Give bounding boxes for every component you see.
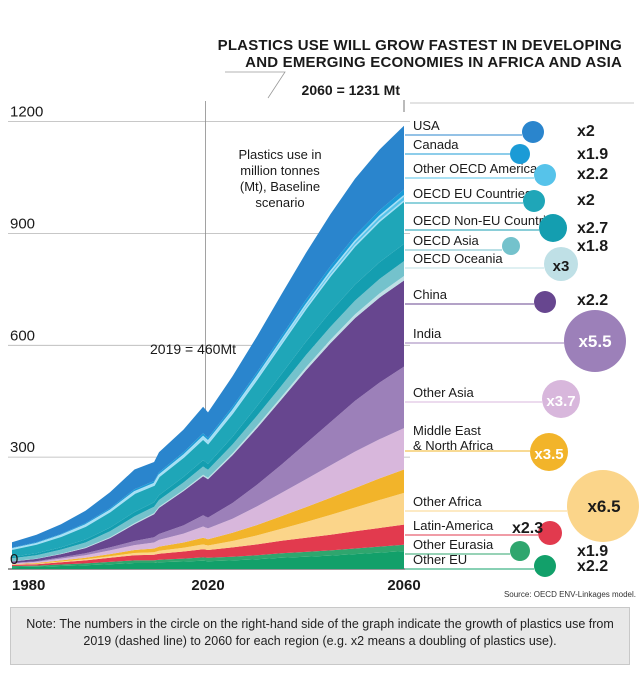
growth-circle [564,310,626,372]
growth-label: x2.3 [512,520,543,537]
growth-circle [534,555,556,577]
y-tick-label: 300 [10,439,35,456]
growth-label: x1.9 [577,543,608,560]
growth-circle [534,164,556,186]
headline-line-1: PLASTICS USE WILL GROW FASTEST IN DEVELO… [217,37,622,54]
area-other-asia [12,428,404,565]
growth-circle [510,541,530,561]
y-tick-label: 1200 [10,104,43,121]
x-tick-label: 2060 [387,577,420,594]
y-tick-label: 600 [10,327,35,344]
chart-inner-label: scenario [255,195,304,210]
headline-line-2: AND EMERGING ECONOMIES IN AFRICA AND ASI… [245,54,622,71]
source-text: Source: OECD ENV-Linkages model. [504,590,636,599]
growth-circle [510,144,530,164]
region-label: Other OECD America [413,161,538,176]
y-tick-label: 0 [10,551,18,568]
region-label: Other Africa [413,494,482,509]
growth-circle [544,247,578,281]
region-label: OECD Asia [413,233,480,248]
region-label: OECD Non-EU Countries [413,213,560,228]
area-china [12,280,404,563]
growth-label: x2.2 [577,292,608,309]
growth-label: x3.5 [534,446,563,463]
region-label: USA [413,118,440,133]
growth-circle [542,380,580,418]
area-latin-america [12,524,404,566]
growth-label: x1.8 [577,238,608,255]
area-usa [12,125,404,548]
growth-circle [538,521,562,545]
region-label: OECD Oceania [413,251,503,266]
growth-circle [567,470,639,542]
x-tick-label: 1980 [12,577,45,594]
region-label: Other Eurasia [413,537,494,552]
headline-callout-line [225,71,286,99]
region-label: & North Africa [413,438,494,453]
area-india [12,366,404,564]
growth-label: x3.7 [546,393,575,410]
annotation-2019: 2019 = 460Mt [150,341,236,357]
growth-label: x1.9 [577,146,608,163]
region-label: India [413,326,442,341]
area-middle-east-north-africa [12,469,404,565]
region-label: Other EU [413,552,467,567]
growth-label: x2 [577,123,595,140]
overlay-layer [11,100,567,570]
x-tick-label: 2020 [191,577,224,594]
note-text: Note: The numbers in the circle on the r… [26,617,614,648]
band-separator [11,200,405,550]
area-other-eu [12,551,404,569]
growth-circle [522,121,544,143]
growth-label: x2 [577,192,595,209]
growth-circle-layer: x2x1.9x2.2x2x2.7x1.8x3x2.2x5.5x3.7x6.5x2… [502,121,639,577]
growth-label: x2.2 [577,558,608,575]
chart-inner-label: (Mt), Baseline [240,179,320,194]
growth-circle [530,433,568,471]
chart-inner-label: million tonnes [240,163,320,178]
growth-label: x6.5 [587,497,620,516]
growth-circle [534,291,556,313]
growth-label: x3 [553,258,570,275]
growth-circle [523,190,545,212]
note-box: Note: The numbers in the circle on the r… [10,607,630,665]
growth-label: x2.2 [577,166,608,183]
band-separator [11,195,405,550]
region-label: Other Asia [413,385,474,400]
y-tick-label: 900 [10,215,35,232]
chart-inner-label: Plastics use in [238,147,321,162]
region-label: Middle East [413,423,481,438]
growth-circle [539,214,567,242]
growth-circle [502,237,520,255]
region-label: OECD EU Countries [413,186,532,201]
label-layer: 1200 900 600 300 0 1980 2020 2060 Plastics use i… [10,82,636,599]
growth-label: x2.7 [577,220,608,237]
region-label: Canada [413,137,459,152]
region-label: China [413,287,448,302]
growth-label: x5.5 [578,332,611,351]
region-label: Latin-America [413,518,494,533]
annotation-2060: 2060 = 1231 Mt [302,82,401,98]
area-other-africa [12,492,404,565]
